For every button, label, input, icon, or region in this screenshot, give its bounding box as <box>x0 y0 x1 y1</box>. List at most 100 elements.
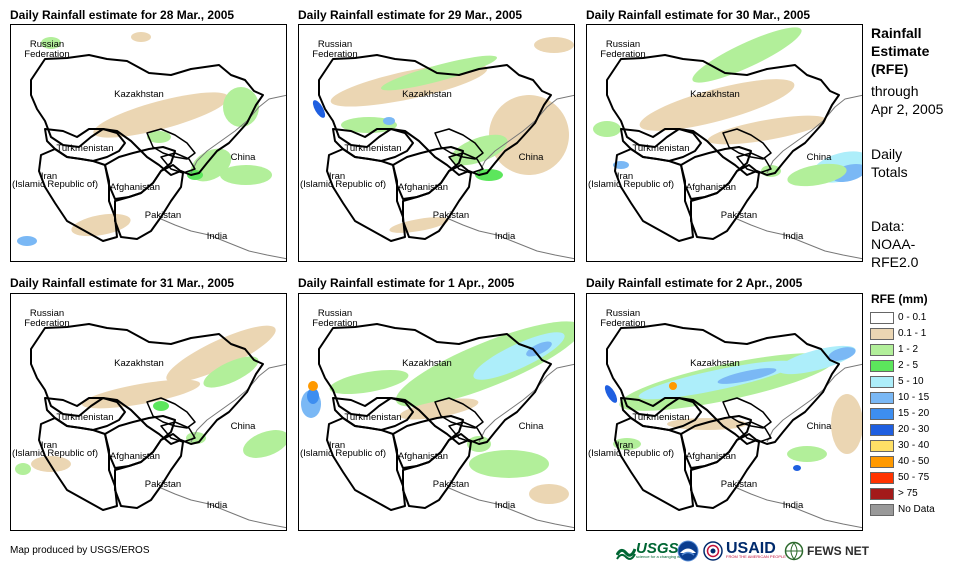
country-border <box>434 397 484 429</box>
fews-net-logo: FEWS NET <box>784 539 869 563</box>
rainfall-area <box>534 37 574 53</box>
rainfall-map-2: Russian Federation Kazakhstan Turkmenistan I… <box>298 24 575 262</box>
rainfall-area <box>475 169 503 181</box>
country-border <box>114 164 184 240</box>
rainfall-area <box>383 117 395 125</box>
rainfall-area <box>307 388 319 404</box>
map-label-russia-1: Russian <box>605 39 641 50</box>
legend-swatch <box>870 504 894 516</box>
rainfall-area <box>71 213 131 237</box>
legend-label: 10 - 15 <box>898 392 930 403</box>
map-label-china: China <box>230 421 256 432</box>
map-label-russia-1: Russian <box>317 308 353 319</box>
map-graphic <box>301 321 574 529</box>
map-label-kazakhstan: Kazakhstan <box>402 89 452 100</box>
rainfall-area <box>613 438 641 450</box>
rainfall-map-1: Russian Federation Kazakhstan Turkmenistan I… <box>10 24 287 262</box>
map-label-turkmenistan: Turkmenistan <box>56 412 114 423</box>
legend-item: 15 - 20 <box>870 406 965 422</box>
country-border <box>680 415 752 469</box>
map-label-turkmenistan: Turkmenistan <box>344 412 402 423</box>
country-border <box>30 323 264 445</box>
map-label-iran-1: Iran <box>328 171 346 182</box>
map-label-china: China <box>230 152 256 163</box>
country-border <box>104 415 176 469</box>
country-border <box>448 152 484 174</box>
rainfall-area <box>787 446 827 462</box>
country-border <box>766 363 862 443</box>
map-label-afghanistan: Afghanistan <box>397 451 449 462</box>
country-border <box>38 417 118 511</box>
rainfall-area <box>469 450 549 478</box>
legend-label: 0.1 - 1 <box>898 328 927 339</box>
panel-title-2: Daily Rainfall estimate for 29 Mar., 200… <box>298 8 523 22</box>
map-graphic <box>17 32 286 260</box>
rainfall-area <box>639 79 795 131</box>
map-label-india: India <box>206 500 228 511</box>
map-graphic <box>593 27 862 260</box>
legend-label: 40 - 50 <box>898 456 930 467</box>
map-label-turkmenistan: Turkmenistan <box>632 143 690 154</box>
rainfall-area <box>529 484 569 504</box>
map-label-kazakhstan: Kazakhstan <box>114 89 164 100</box>
legend-label: 15 - 20 <box>898 408 930 419</box>
country-border <box>478 363 574 443</box>
panel-title-6: Daily Rainfall estimate for 2 Apr., 2005 <box>586 276 803 290</box>
legend-label: 20 - 30 <box>898 424 930 435</box>
rainfall-area <box>831 394 862 454</box>
rainfall-area <box>41 37 61 49</box>
map-label-russia-2: Federation <box>600 49 646 60</box>
country-border <box>160 421 196 443</box>
rainfall-area <box>312 100 326 118</box>
rainfall-map-6: Russian Federation Kazakhstan Turkmenistan I… <box>586 293 863 531</box>
map-label-turkmenistan: Turkmenistan <box>344 143 402 154</box>
fews-text: FEWS NET <box>807 544 869 558</box>
legend-swatch <box>870 472 894 484</box>
map-label-kazakhstan: Kazakhstan <box>690 89 740 100</box>
legend-item: 50 - 75 <box>870 470 965 486</box>
legend-item: 10 - 15 <box>870 390 965 406</box>
usgs-tagline: science for a changing world <box>636 554 687 559</box>
country-border <box>402 433 472 509</box>
rainfall-area <box>223 87 259 127</box>
map-label-iran-1: Iran <box>328 440 346 451</box>
country-border <box>766 94 862 174</box>
rainfall-area <box>203 356 259 388</box>
map-label-russia-1: Russian <box>29 308 65 319</box>
side-data-src-2: RFE2.0 <box>871 254 919 270</box>
map-label-russia-2: Federation <box>24 318 70 329</box>
map-label-iran-2: (Islamic Republic of) <box>11 448 99 459</box>
rainfall-area <box>828 347 856 361</box>
map-graphic <box>604 323 862 529</box>
legend-label: 2 - 5 <box>898 360 919 371</box>
map-label-iran-2: (Islamic Republic of) <box>587 448 675 459</box>
side-heading-1: Rainfall <box>871 25 922 41</box>
country-border <box>448 218 574 260</box>
usgs-logo: USGS science for a changing world <box>616 539 687 563</box>
rainfall-area <box>667 418 747 430</box>
legend-item: No Data <box>870 502 965 518</box>
legend-swatch <box>870 424 894 436</box>
rainfall-area <box>153 401 169 411</box>
rainfall-area <box>793 465 801 471</box>
legend-swatch <box>870 312 894 324</box>
map-label-turkmenistan: Turkmenistan <box>632 412 690 423</box>
rainfall-area <box>593 121 621 137</box>
map-label-iran-1: Iran <box>616 440 634 451</box>
country-border <box>736 152 772 174</box>
legend-item: > 75 <box>870 486 965 502</box>
legend-swatch <box>870 408 894 420</box>
legend-label: 0 - 0.1 <box>898 312 927 323</box>
map-label-iran-2: (Islamic Republic of) <box>299 179 387 190</box>
map-label-russia-2: Federation <box>312 318 358 329</box>
rainfall-area <box>243 430 286 458</box>
map-label-india: India <box>782 231 804 242</box>
country-border <box>160 218 286 260</box>
legend-label: > 75 <box>898 488 918 499</box>
country-border <box>114 433 184 509</box>
rainfall-area <box>707 115 827 145</box>
country-border <box>722 128 772 160</box>
legend-item: 20 - 30 <box>870 422 965 438</box>
panel-title-5: Daily Rainfall estimate for 1 Apr., 2005 <box>298 276 515 290</box>
side-through: through <box>871 83 919 99</box>
